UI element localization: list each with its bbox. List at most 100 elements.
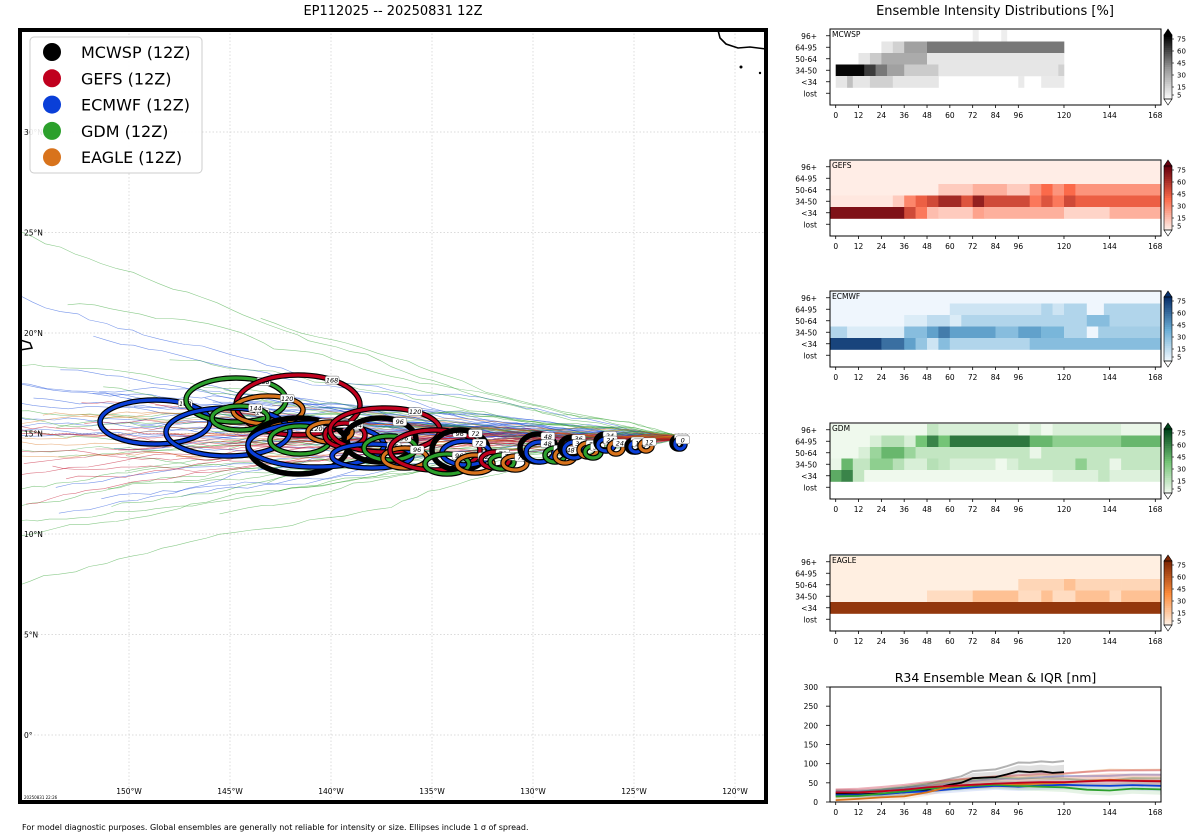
- heatmap-cell: [830, 424, 928, 436]
- lon-tick-label: 120°W: [722, 787, 748, 796]
- x-tick-label: 24: [877, 111, 887, 120]
- heatmap-cell: [830, 338, 882, 350]
- colorbar-segment: [1164, 337, 1172, 341]
- heatmap-cell: [1001, 30, 1008, 42]
- y-category-label: 50-64: [795, 449, 817, 458]
- heatmap-cell: [1086, 458, 1110, 471]
- colorbar-segment: [1164, 217, 1172, 220]
- colorbar-segment: [1164, 62, 1172, 66]
- iqr-upper-line: [835, 760, 1065, 792]
- ellipse-ring: [342, 416, 418, 464]
- colorbar-segment: [1164, 467, 1172, 470]
- heatmap-cell: [864, 470, 882, 482]
- heatmap-cell: [1018, 424, 1030, 436]
- heatmap-cell: [1041, 76, 1065, 88]
- heatmap-cell: [927, 326, 939, 339]
- heatmap-cell: [904, 315, 928, 327]
- x-tick-label: 60: [945, 111, 955, 120]
- colorbar-segment: [1164, 486, 1172, 490]
- y-tick-label: 0: [813, 798, 818, 807]
- heatmap-cell: [830, 303, 951, 316]
- colorbar-extend-max: [1163, 422, 1173, 430]
- colorbar-segment: [1164, 189, 1172, 192]
- x-tick-label: 168: [1148, 505, 1163, 514]
- y-category-label: 50-64: [795, 186, 817, 195]
- legend-marker: [43, 43, 61, 61]
- y-tick-label: 150: [804, 741, 819, 750]
- x-tick-label: 120: [1057, 242, 1072, 251]
- colorbar-tick-label: 30: [1177, 334, 1186, 342]
- colorbar-segment: [1164, 183, 1172, 186]
- heatmap-cell: [904, 195, 916, 208]
- colorbar-segment: [1164, 204, 1172, 207]
- heatmap-cell: [875, 64, 888, 77]
- x-tick-label: 120: [1057, 637, 1072, 646]
- colorbar-segment: [1164, 599, 1172, 602]
- colorbar-segment: [1164, 578, 1172, 581]
- colorbar-frame: [1163, 296, 1173, 362]
- colorbar-segment: [1164, 333, 1172, 336]
- heatmap-cell: [830, 195, 894, 208]
- colorbar-segment: [1164, 49, 1172, 53]
- colorbar-segment: [1164, 318, 1172, 321]
- lat-tick-label: 10°N: [24, 530, 43, 539]
- colorbar-frame: [1163, 34, 1173, 100]
- x-tick-label: 84: [991, 373, 1001, 382]
- heatmap-cell: [1064, 303, 1088, 316]
- colorbar-segment: [1164, 620, 1172, 624]
- x-tick-label: 72: [968, 111, 978, 120]
- colorbar-tick-label: 15: [1177, 610, 1186, 618]
- colorbar-segment: [1164, 458, 1172, 462]
- colorbar-segment: [1164, 81, 1172, 85]
- colorbar-segment: [1164, 607, 1172, 611]
- heatmap-cell: [1064, 207, 1110, 219]
- heatmap-cell: [972, 30, 979, 42]
- ensemble-track: [305, 376, 685, 438]
- colorbar-segment: [1164, 67, 1172, 70]
- colorbar-frame: [1163, 165, 1173, 231]
- heatmap-cell: [1109, 207, 1162, 219]
- heatmap-cell: [1029, 447, 1042, 459]
- heatmap-cell: [1029, 338, 1162, 350]
- colorbar-segment: [1164, 92, 1172, 96]
- colorbar-segment: [1164, 435, 1172, 438]
- colorbar-extend-min: [1163, 360, 1173, 368]
- ensemble-track: [20, 231, 685, 438]
- heatmap-title: GEFS: [832, 161, 852, 170]
- colorbar-segment: [1164, 348, 1172, 351]
- x-tick-label: 144: [1102, 373, 1117, 382]
- heatmap-cell: [1075, 184, 1162, 196]
- colorbar-segment: [1164, 58, 1172, 61]
- heatmap-cell: [938, 338, 951, 350]
- colorbar-segment: [1164, 297, 1172, 300]
- heatmap-cell: [835, 64, 865, 77]
- colorbar-segment: [1164, 79, 1172, 83]
- heatmap-cell: [869, 53, 882, 65]
- x-tick-label: 168: [1148, 111, 1163, 120]
- heatmap-cell: [915, 447, 1030, 459]
- heatmap-cell: [835, 76, 848, 88]
- heatmap-cell: [927, 53, 1065, 65]
- lon-tick-label: 130°W: [520, 787, 546, 796]
- y-category-label: 96+: [801, 32, 817, 41]
- x-tick-label: 12: [854, 637, 864, 646]
- heatmap-cell: [904, 447, 916, 459]
- heatmap-cell: [892, 458, 905, 471]
- legend-marker: [43, 121, 61, 140]
- legend-label: ECMWF (12Z): [81, 96, 190, 115]
- panels-title: Ensemble Intensity Distributions [%]: [876, 4, 1114, 19]
- y-category-label: 64-95: [795, 174, 817, 183]
- colorbar-segment: [1164, 356, 1172, 360]
- heatmap-cell: [881, 470, 1053, 482]
- hawaii-coast: [20, 339, 34, 351]
- colorbar-segment: [1164, 41, 1172, 44]
- colorbar-segment: [1164, 478, 1172, 481]
- heatmap-eagle: 96+ 64-95 50-64 34-50 <34 lost EAGLE 0 12 24 36 48 6…: [795, 554, 1186, 646]
- colorbar-segment: [1164, 219, 1172, 222]
- heatmap-cell: [1018, 579, 1065, 591]
- tau-label: 12: [645, 438, 653, 446]
- heatmap-cell: [995, 458, 1008, 471]
- colorbar-segment: [1164, 431, 1172, 434]
- colorbar-segment: [1164, 88, 1172, 91]
- heatmap-cell: [830, 602, 1162, 614]
